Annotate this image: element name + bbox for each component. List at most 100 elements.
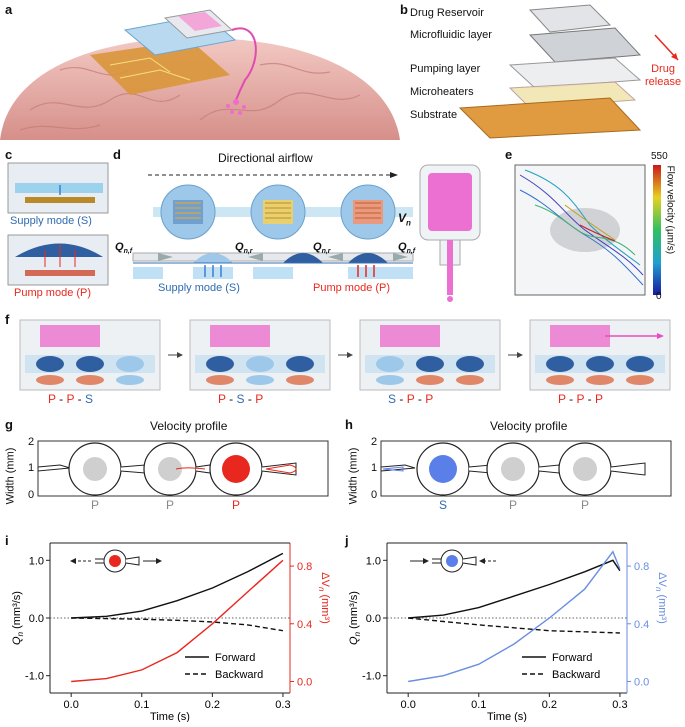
panel-i: i 0.0 0.1 0.2 0.3 Time (s) 1.0 0.0 -1.0 0.8 0.4 0.… <box>0 533 340 723</box>
x-tick-label: 0.2 <box>542 699 557 711</box>
series-delta-v <box>71 559 284 683</box>
x-tick-label: 0.0 <box>64 699 79 711</box>
legend-label: Forward <box>552 652 592 664</box>
panel-label-e: e <box>505 147 513 162</box>
left-tick-label: 1.0 <box>366 555 381 567</box>
panel-c: c Supply mode (S) Pump mode (P) <box>0 145 110 305</box>
airflow-label: Directional airflow <box>218 151 313 165</box>
q-label: Qn,r <box>235 241 253 256</box>
velocity-profile-title: Velocity profile <box>150 419 228 433</box>
left-tick-label: 0.0 <box>366 613 381 625</box>
right-tick-label: 0.0 <box>297 676 312 688</box>
chart-i: 0.0 0.1 0.2 0.3 Time (s) 1.0 0.0 -1.0 0.8 0.4 0.0 Q… <box>11 542 331 723</box>
ytick: 1 <box>28 462 35 474</box>
pump-mode-label: Pump mode (P) <box>14 287 92 299</box>
x-axis-title: Time (s) <box>150 711 190 722</box>
right-tick-label: 0.8 <box>634 561 649 573</box>
panel-label-d: d <box>113 147 121 162</box>
x-tick-label: 0.1 <box>471 699 486 711</box>
legend-label: Backward <box>215 669 263 681</box>
colorbar-title: Flow velocity (µm/s) <box>664 165 676 255</box>
series-backward <box>71 617 284 632</box>
layer-stack-illustration <box>458 4 679 139</box>
panel-label-b: b <box>400 2 408 17</box>
mode-illustrations <box>7 162 109 286</box>
panel-label-f: f <box>5 312 10 327</box>
layer-label: Microfluidic layer <box>410 29 492 41</box>
left-tick-label: -1.0 <box>362 671 381 683</box>
forward-arrow-icon <box>423 558 429 564</box>
series-delta-v <box>408 550 621 683</box>
panel-e: e 550 0 Flow velocity (µm/s) <box>505 145 685 305</box>
outlet-icon <box>125 556 140 566</box>
supply-mode-label: Supply mode (S) <box>158 282 240 294</box>
panel-g: g Velocity profile Width (mm) 2 1 0 P P … <box>0 415 340 533</box>
layer-label: Drug Reservoir <box>410 7 484 19</box>
layer-label: Microheaters <box>410 86 474 98</box>
panel-d: d Directional airflow Vn Qn,f Qn,r <box>113 145 503 305</box>
ytick: 2 <box>28 436 35 448</box>
forward-arrow-icon <box>156 558 162 564</box>
colorbar-min: 0 <box>656 291 662 302</box>
panel-h: h Velocity profile Width (mm) 2 1 0 S P … <box>345 415 685 533</box>
series-backward <box>408 617 620 634</box>
mode-label: P <box>91 498 100 512</box>
panel-label-h: h <box>345 417 353 432</box>
inlet-icon <box>95 558 104 564</box>
mode-label: P <box>581 498 590 512</box>
mode-label: P <box>232 498 241 512</box>
panel-label-j: j <box>345 533 349 548</box>
x-tick-label: 0.2 <box>205 699 220 711</box>
pump-mode-label: Pump mode (P) <box>313 282 391 294</box>
q-label: Qn,f <box>115 241 133 256</box>
pumping-sequence-illustration <box>19 319 671 391</box>
backward-arrow-icon <box>70 558 76 564</box>
pump-state-icon <box>446 555 458 567</box>
velocity-profile-title: Velocity profile <box>490 419 568 433</box>
colorbar-max: 550 <box>651 151 668 162</box>
right-tick-label: 0.4 <box>634 619 649 631</box>
q-label: Qn,r <box>313 241 331 256</box>
ytick: 0 <box>28 489 35 501</box>
panel-label-a: a <box>5 2 13 17</box>
x-tick-label: 0.0 <box>401 699 416 711</box>
left-tick-label: -1.0 <box>25 671 44 683</box>
series-forward <box>71 552 284 619</box>
q-label: Qn,f <box>398 241 416 256</box>
vn-label: Vn <box>398 211 411 228</box>
mode-label: P <box>166 498 175 512</box>
left-axis-title: Qn (mm³/s) <box>348 591 362 645</box>
sequence-label: P - P - S <box>48 392 93 406</box>
backward-arrow-icon <box>479 558 485 564</box>
legend-label: Forward <box>215 652 255 664</box>
flow-simulation <box>514 164 661 296</box>
panel-a: a <box>0 0 400 140</box>
sequence-label: P - P - P <box>558 392 603 406</box>
right-axis-title: ΔVn (mm³) <box>317 572 331 624</box>
right-axis-title: ΔVn (mm³) <box>654 572 668 624</box>
layer-label: Pumping layer <box>410 63 481 75</box>
panel-label-c: c <box>5 147 13 162</box>
mode-label: S <box>439 498 448 512</box>
supply-mode-label: Supply mode (S) <box>10 215 92 227</box>
x-tick-label: 0.3 <box>612 699 627 711</box>
velocity-profile-h <box>380 440 672 497</box>
drug-release-label: Drug release <box>645 63 682 88</box>
pump-schematic <box>132 164 481 302</box>
mode-label: P <box>509 498 518 512</box>
right-tick-label: 0.8 <box>297 561 312 573</box>
sequence-label: P - S - P <box>218 392 264 406</box>
ytick: 0 <box>371 489 378 501</box>
layer-label: Substrate <box>410 109 458 121</box>
series-forward <box>408 559 621 619</box>
ytick: 1 <box>371 462 378 474</box>
right-tick-label: 0.0 <box>634 676 649 688</box>
panel-f: f <box>0 310 685 410</box>
panel-b: b Drug Reservoir Microfluidic layer Pump… <box>400 0 685 140</box>
ytick: 2 <box>371 436 378 448</box>
panel-label-i: i <box>5 533 9 548</box>
panel-j: j 0.0 0.1 0.2 0.3 Time (s) 1.0 0.0 -1.0 0.8 0.4 0.… <box>345 533 685 723</box>
x-axis-title: Time (s) <box>487 711 527 722</box>
outlet-icon <box>462 556 477 566</box>
chart-j: 0.0 0.1 0.2 0.3 Time (s) 1.0 0.0 -1.0 0.8 0.4 0.0 Q… <box>348 542 668 723</box>
